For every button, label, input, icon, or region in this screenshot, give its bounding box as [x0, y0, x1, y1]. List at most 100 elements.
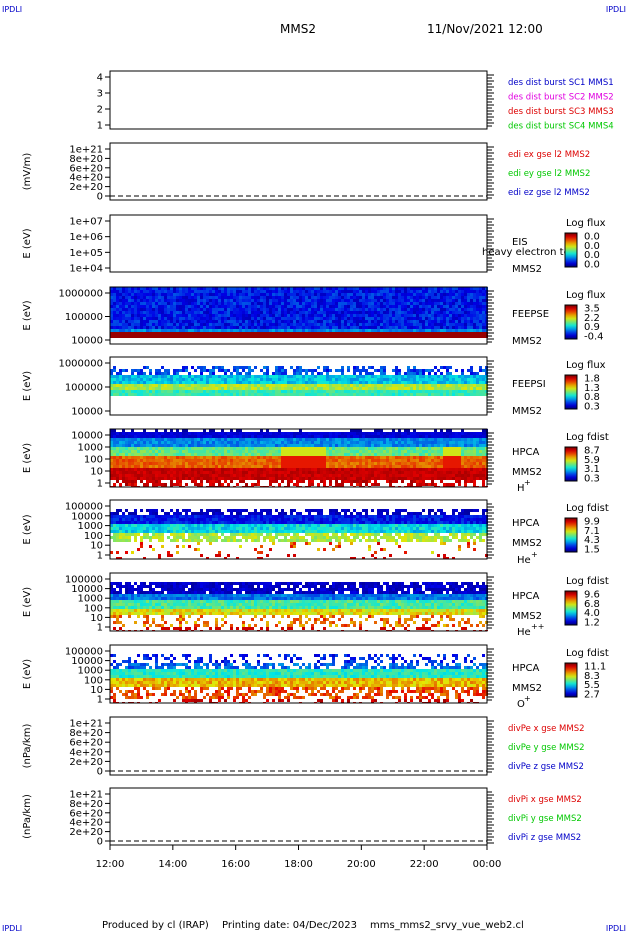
corner-label-top-left: IPDLI	[2, 5, 23, 14]
y-tick-label: 1000	[78, 594, 103, 605]
colorbar-tick-label: -0.4	[584, 332, 604, 343]
legend-entry: divPe x gse MMS2	[508, 724, 585, 734]
colorbar-tick-label: 2.7	[584, 690, 600, 701]
instrument-label: MMS2	[512, 683, 542, 694]
x-tick-label: 20:00	[347, 859, 376, 870]
y-tick-label: 1000	[78, 521, 103, 532]
y-tick-label: 10	[90, 685, 103, 696]
instrument-label: HPCA	[512, 518, 540, 529]
corner-label-bottom-right: IPDLI	[605, 924, 626, 933]
spectrogram-cells	[110, 429, 488, 487]
colorbar	[564, 304, 578, 340]
legend-entry: divPe z gse MMS2	[508, 762, 584, 772]
y-tick-label: 1	[97, 623, 103, 634]
y-tick-label: 10000	[71, 431, 103, 442]
spectrogram-cells	[110, 582, 488, 631]
y-tick-label: 100000	[65, 383, 103, 394]
y-axis-label: E (eV)	[22, 300, 33, 330]
species-charge: +	[524, 694, 531, 703]
y-axis-label: E (eV)	[22, 443, 33, 473]
instrument-label: MMS2	[512, 336, 542, 347]
colorbar-title: Log fdist	[566, 576, 609, 587]
y-tick-label: 0	[97, 767, 103, 778]
colorbar-tick-label: 3.5	[584, 304, 600, 315]
colorbar-tick-label: 9.9	[584, 517, 600, 528]
colorbar-tick-label: 7.1	[584, 526, 600, 537]
y-tick-label: 0	[97, 192, 103, 203]
y-tick-label: 100000	[65, 502, 103, 513]
colorbar-tick-label: 0.0	[584, 232, 600, 243]
panel-frame	[109, 572, 488, 632]
colorbar-tick-label: 0.0	[584, 241, 600, 252]
x-tick-label: 22:00	[410, 859, 439, 870]
y-tick-label: 0	[97, 837, 103, 848]
y-tick-label: 1	[97, 121, 103, 132]
y-tick-label: 1	[97, 695, 103, 706]
y-tick-label: 100	[84, 675, 103, 686]
y-tick-label: 1e+06	[69, 232, 103, 243]
panel-5: 1000000 100000 10000 E (eV) FEEPSI MMS2 Log fl…	[22, 356, 606, 418]
y-tick-label: 1000	[78, 666, 103, 677]
legend-entry: des dist burst SC2 MMS2	[508, 93, 614, 103]
colorbar-tick-label: 8.3	[584, 671, 600, 682]
legend-entry: des dist burst SC3 MMS3	[508, 107, 614, 117]
spectrogram-cells	[110, 287, 488, 338]
species-charge: ++	[531, 622, 544, 631]
legend-entry: edi ex gse l2 MMS2	[508, 150, 590, 160]
instrument-label: FEEPSI	[512, 379, 546, 390]
legend-entry: divPi x gse MMS2	[508, 795, 582, 805]
panel-frame	[109, 142, 488, 201]
colorbar-tick-label: 8.7	[584, 446, 600, 457]
corner-label-bottom-left: IPDLI	[2, 924, 23, 933]
colorbar-tick-label: 0.3	[584, 474, 600, 485]
y-tick-label: 4e+20	[69, 173, 103, 184]
panel-frame	[109, 499, 488, 560]
y-tick-label: 1e+21	[69, 719, 103, 730]
y-tick-label: 6e+20	[69, 738, 103, 749]
instrument-label: MMS2	[512, 406, 542, 417]
y-tick-label: 1	[97, 551, 103, 562]
colorbar-tick-label: 0.0	[584, 260, 600, 271]
y-tick-label: 10000	[71, 584, 103, 595]
y-tick-label: 1e+05	[69, 248, 103, 259]
panel-frame	[109, 428, 488, 488]
instrument-label: HPCA	[512, 663, 540, 674]
y-tick-label: 100000	[65, 312, 103, 323]
y-tick-label: 2e+20	[69, 827, 103, 838]
panel-frame	[109, 70, 488, 130]
colorbar	[564, 446, 578, 482]
legend-entry: des dist burst SC1 MMS1	[508, 78, 614, 88]
y-tick-label: 3	[97, 89, 103, 100]
y-tick-label: 2e+20	[69, 182, 103, 193]
y-tick-label: 8e+20	[69, 154, 103, 165]
y-tick-label: 10000	[71, 407, 103, 418]
legend-entry: des dist burst SC4 MMS4	[508, 122, 614, 132]
y-tick-label: 10000	[71, 511, 103, 522]
instrument-label: EIS	[512, 237, 528, 248]
y-tick-label: 10	[90, 467, 103, 478]
species-label: O	[517, 699, 525, 710]
y-tick-label: 1000000	[58, 359, 103, 370]
legend-entry: edi ez gse l2 MMS2	[508, 188, 590, 198]
instrument-label: FEEPSE	[512, 309, 549, 320]
colorbar	[564, 662, 578, 698]
spectrogram-cells	[110, 654, 488, 703]
y-tick-label: 1	[97, 479, 103, 490]
panel-4: 1000000 100000 10000 E (eV) FEEPSE MMS2 Log fl…	[22, 286, 606, 347]
colorbar-tick-label: 5.5	[584, 680, 600, 691]
panel-frame	[109, 356, 488, 416]
colorbar-tick-label: 1.2	[584, 618, 600, 629]
y-tick-label: 1000	[78, 443, 103, 454]
y-tick-label: 2e+20	[69, 757, 103, 768]
x-tick-label: 00:00	[473, 859, 502, 870]
colorbar-title: Log flux	[566, 218, 606, 229]
colorbar-tick-label: 2.2	[584, 313, 600, 324]
colorbar	[564, 232, 578, 268]
y-tick-label: 2	[97, 105, 103, 116]
